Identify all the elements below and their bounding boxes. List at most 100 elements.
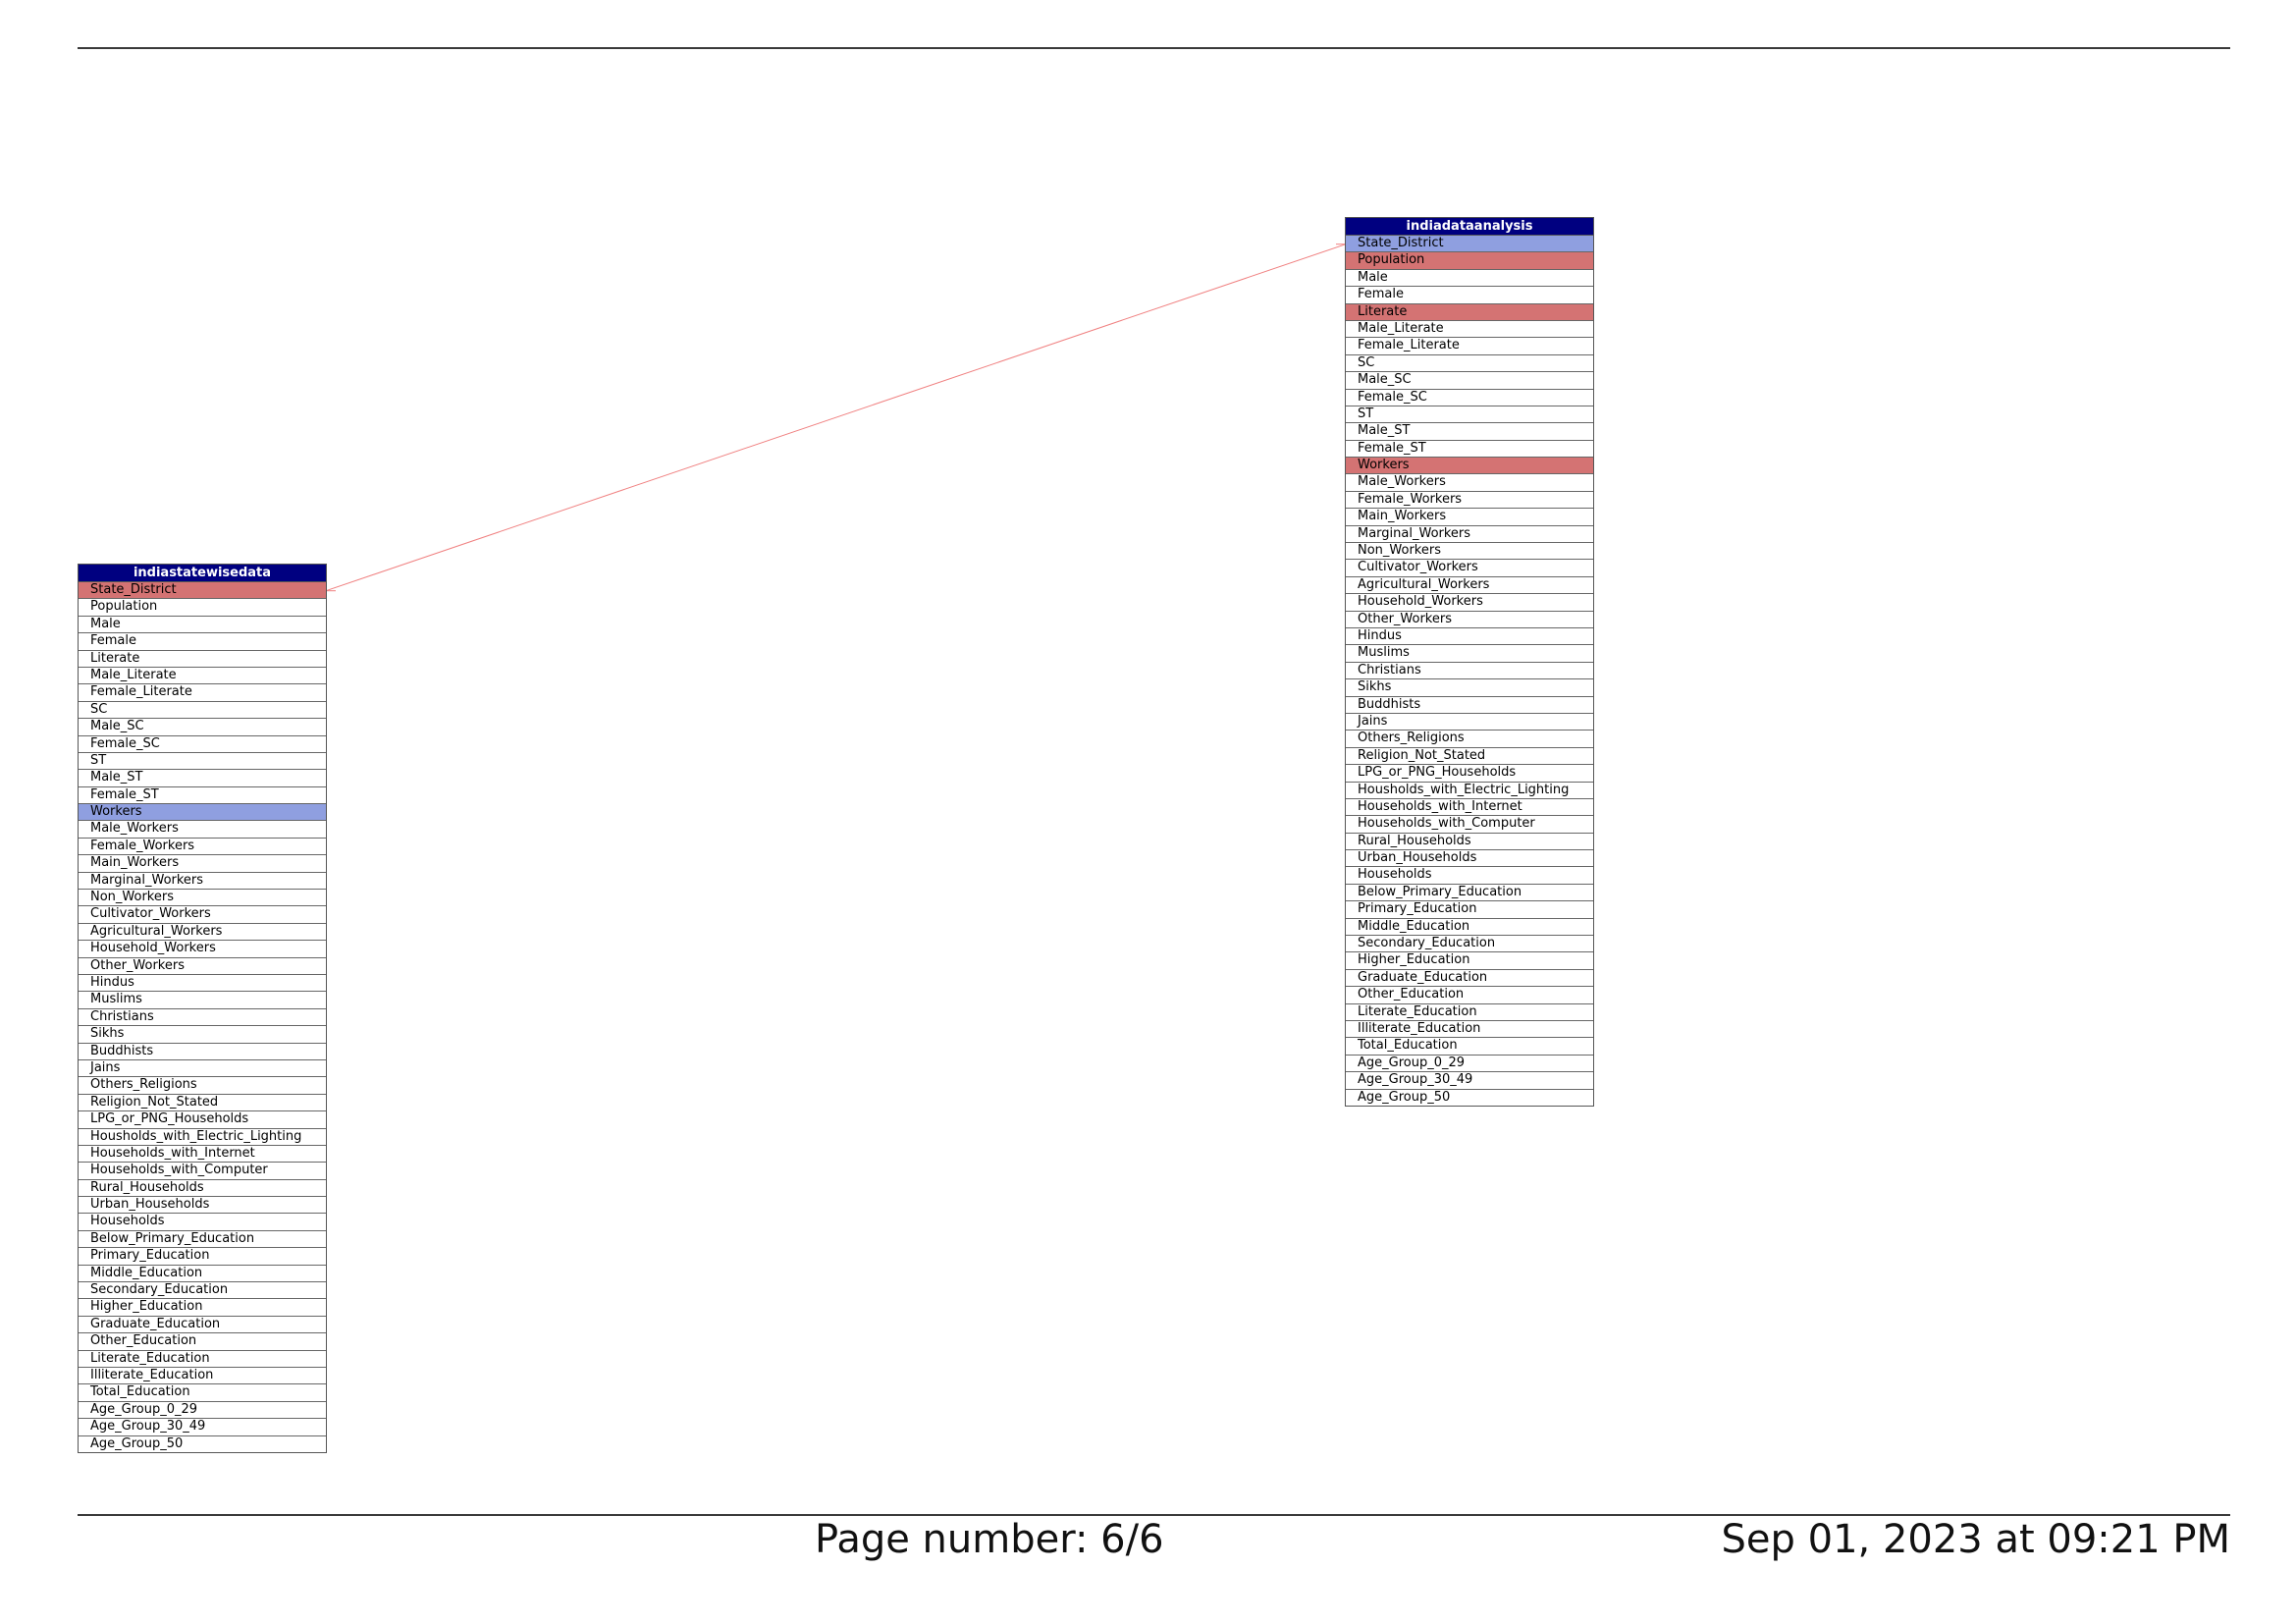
field-row-marginal-workers[interactable]: Marginal_Workers bbox=[1346, 526, 1593, 544]
field-row-age-group-0-29[interactable]: Age_Group_0_29 bbox=[79, 1402, 326, 1420]
field-row-housholds-with-electric-lighting[interactable]: Housholds_with_Electric_Lighting bbox=[79, 1129, 326, 1146]
field-row-non-workers[interactable]: Non_Workers bbox=[1346, 543, 1593, 561]
field-row-christians[interactable]: Christians bbox=[79, 1009, 326, 1027]
field-row-households-with-internet[interactable]: Households_with_Internet bbox=[79, 1146, 326, 1164]
field-row-non-workers[interactable]: Non_Workers bbox=[79, 890, 326, 907]
field-row-below-primary-education[interactable]: Below_Primary_Education bbox=[1346, 885, 1593, 902]
field-row-sc[interactable]: SC bbox=[1346, 355, 1593, 373]
field-row-male-workers[interactable]: Male_Workers bbox=[79, 821, 326, 839]
entity-header[interactable]: indiastatewisedata bbox=[79, 565, 326, 582]
field-row-sikhs[interactable]: Sikhs bbox=[79, 1026, 326, 1044]
field-row-population[interactable]: Population bbox=[1346, 252, 1593, 270]
field-row-primary-education[interactable]: Primary_Education bbox=[79, 1248, 326, 1266]
field-row-religion-not-stated[interactable]: Religion_Not_Stated bbox=[79, 1095, 326, 1112]
field-row-households-with-computer[interactable]: Households_with_Computer bbox=[1346, 816, 1593, 834]
field-row-rural-households[interactable]: Rural_Households bbox=[1346, 834, 1593, 851]
field-row-male-literate[interactable]: Male_Literate bbox=[79, 668, 326, 685]
field-row-female-workers[interactable]: Female_Workers bbox=[1346, 492, 1593, 510]
field-row-other-workers[interactable]: Other_Workers bbox=[1346, 612, 1593, 628]
field-row-lpg-or-png-households[interactable]: LPG_or_PNG_Households bbox=[79, 1111, 326, 1129]
field-row-secondary-education[interactable]: Secondary_Education bbox=[1346, 936, 1593, 953]
field-row-muslims[interactable]: Muslims bbox=[79, 992, 326, 1009]
field-row-female-st[interactable]: Female_ST bbox=[1346, 441, 1593, 459]
field-row-middle-education[interactable]: Middle_Education bbox=[1346, 919, 1593, 937]
field-row-households-with-internet[interactable]: Households_with_Internet bbox=[1346, 799, 1593, 817]
field-row-rural-households[interactable]: Rural_Households bbox=[79, 1180, 326, 1198]
field-row-illiterate-education[interactable]: Illiterate_Education bbox=[1346, 1021, 1593, 1039]
field-row-male[interactable]: Male bbox=[1346, 270, 1593, 288]
field-row-graduate-education[interactable]: Graduate_Education bbox=[79, 1317, 326, 1334]
field-row-age-group-30-49[interactable]: Age_Group_30_49 bbox=[79, 1419, 326, 1436]
field-row-st[interactable]: ST bbox=[79, 753, 326, 771]
field-row-household-workers[interactable]: Household_Workers bbox=[1346, 594, 1593, 612]
field-row-male[interactable]: Male bbox=[79, 617, 326, 634]
entity-indiastatewisedata[interactable]: indiastatewisedata State_District Populat… bbox=[78, 564, 327, 1453]
field-row-female-workers[interactable]: Female_Workers bbox=[79, 839, 326, 856]
field-row-housholds-with-electric-lighting[interactable]: Housholds_with_Electric_Lighting bbox=[1346, 783, 1593, 799]
field-row-age-group-50[interactable]: Age_Group_50 bbox=[1358, 1089, 1451, 1105]
field-row-female-sc[interactable]: Female_SC bbox=[79, 736, 326, 753]
field-row-female[interactable]: Female bbox=[1346, 287, 1593, 304]
field-row-hindus[interactable]: Hindus bbox=[79, 975, 326, 993]
field-row-cultivator-workers[interactable]: Cultivator_Workers bbox=[79, 906, 326, 924]
field-row-population[interactable]: Population bbox=[79, 599, 326, 617]
field-row-agricultural-workers[interactable]: Agricultural_Workers bbox=[1346, 577, 1593, 595]
field-row-literate[interactable]: Literate bbox=[1346, 303, 1593, 321]
field-row-higher-education[interactable]: Higher_Education bbox=[79, 1299, 326, 1317]
field-row-households-with-computer[interactable]: Households_with_Computer bbox=[79, 1163, 326, 1180]
entity-header[interactable]: indiadataanalysis bbox=[1346, 218, 1593, 236]
field-row-total-education[interactable]: Total_Education bbox=[79, 1384, 326, 1402]
field-row-secondary-education[interactable]: Secondary_Education bbox=[79, 1282, 326, 1300]
field-row-literate-education[interactable]: Literate_Education bbox=[79, 1351, 326, 1368]
field-row-age-group-0-29[interactable]: Age_Group_0_29 bbox=[1346, 1056, 1593, 1073]
field-row-cultivator-workers[interactable]: Cultivator_Workers bbox=[1346, 560, 1593, 577]
field-row-female-st[interactable]: Female_ST bbox=[79, 787, 326, 805]
field-row-buddhists[interactable]: Buddhists bbox=[79, 1044, 326, 1060]
field-row-total-education[interactable]: Total_Education bbox=[1346, 1038, 1593, 1056]
field-row-main-workers[interactable]: Main_Workers bbox=[1346, 509, 1593, 526]
field-row-muslims[interactable]: Muslims bbox=[1346, 645, 1593, 663]
field-row-higher-education[interactable]: Higher_Education bbox=[1346, 952, 1593, 970]
field-row-workers[interactable]: Workers bbox=[1346, 458, 1593, 475]
field-row-male-workers[interactable]: Male_Workers bbox=[1346, 474, 1593, 492]
field-row-households[interactable]: Households bbox=[1346, 867, 1593, 885]
field-row-literate-education[interactable]: Literate_Education bbox=[1346, 1004, 1593, 1021]
field-row-hindus[interactable]: Hindus bbox=[1346, 628, 1593, 646]
field-row-sikhs[interactable]: Sikhs bbox=[1346, 679, 1593, 697]
field-row-female-literate[interactable]: Female_Literate bbox=[79, 684, 326, 702]
field-row-urban-households[interactable]: Urban_Households bbox=[79, 1197, 326, 1215]
field-row-graduate-education[interactable]: Graduate_Education bbox=[1346, 970, 1593, 988]
field-row-male-st[interactable]: Male_ST bbox=[1346, 423, 1593, 441]
field-row-state-district[interactable]: State_District bbox=[1346, 236, 1593, 253]
field-row-marginal-workers[interactable]: Marginal_Workers bbox=[79, 873, 326, 891]
field-row-sc[interactable]: SC bbox=[79, 702, 326, 720]
field-row-household-workers[interactable]: Household_Workers bbox=[79, 941, 326, 958]
field-row-middle-education[interactable]: Middle_Education bbox=[79, 1266, 326, 1283]
field-row-age-group-30-49[interactable]: Age_Group_30_49 bbox=[1346, 1072, 1593, 1090]
field-row-agricultural-workers[interactable]: Agricultural_Workers bbox=[79, 924, 326, 942]
field-row-male-sc[interactable]: Male_SC bbox=[79, 719, 326, 736]
field-row-workers[interactable]: Workers bbox=[79, 804, 326, 822]
field-row-age-group-50[interactable]: Age_Group_50 bbox=[90, 1435, 184, 1451]
field-row-illiterate-education[interactable]: Illiterate_Education bbox=[79, 1368, 326, 1385]
field-row-jains[interactable]: Jains bbox=[1346, 714, 1593, 731]
field-row-male-st[interactable]: Male_ST bbox=[79, 770, 326, 787]
field-row-jains[interactable]: Jains bbox=[79, 1060, 326, 1078]
field-row-st[interactable]: ST bbox=[1346, 406, 1593, 424]
field-row-literate[interactable]: Literate bbox=[79, 651, 326, 668]
field-row-others-religions[interactable]: Others_Religions bbox=[1346, 731, 1593, 748]
field-row-lpg-or-png-households[interactable]: LPG_or_PNG_Households bbox=[1346, 765, 1593, 783]
field-row-urban-households[interactable]: Urban_Households bbox=[1346, 850, 1593, 868]
field-row-male-literate[interactable]: Male_Literate bbox=[1346, 321, 1593, 339]
field-row-state-district[interactable]: State_District bbox=[79, 582, 326, 600]
field-row-others-religions[interactable]: Others_Religions bbox=[79, 1077, 326, 1095]
field-row-households[interactable]: Households bbox=[79, 1214, 326, 1231]
field-row-female-sc[interactable]: Female_SC bbox=[1346, 390, 1593, 406]
field-row-christians[interactable]: Christians bbox=[1346, 663, 1593, 680]
field-row-other-education[interactable]: Other_Education bbox=[79, 1333, 326, 1351]
field-row-female-literate[interactable]: Female_Literate bbox=[1346, 338, 1593, 355]
entity-indiadataanalysis[interactable]: indiadataanalysis State_District Populati… bbox=[1345, 217, 1594, 1107]
field-row-other-workers[interactable]: Other_Workers bbox=[79, 958, 326, 975]
field-row-below-primary-education[interactable]: Below_Primary_Education bbox=[79, 1231, 326, 1249]
field-row-main-workers[interactable]: Main_Workers bbox=[79, 855, 326, 873]
